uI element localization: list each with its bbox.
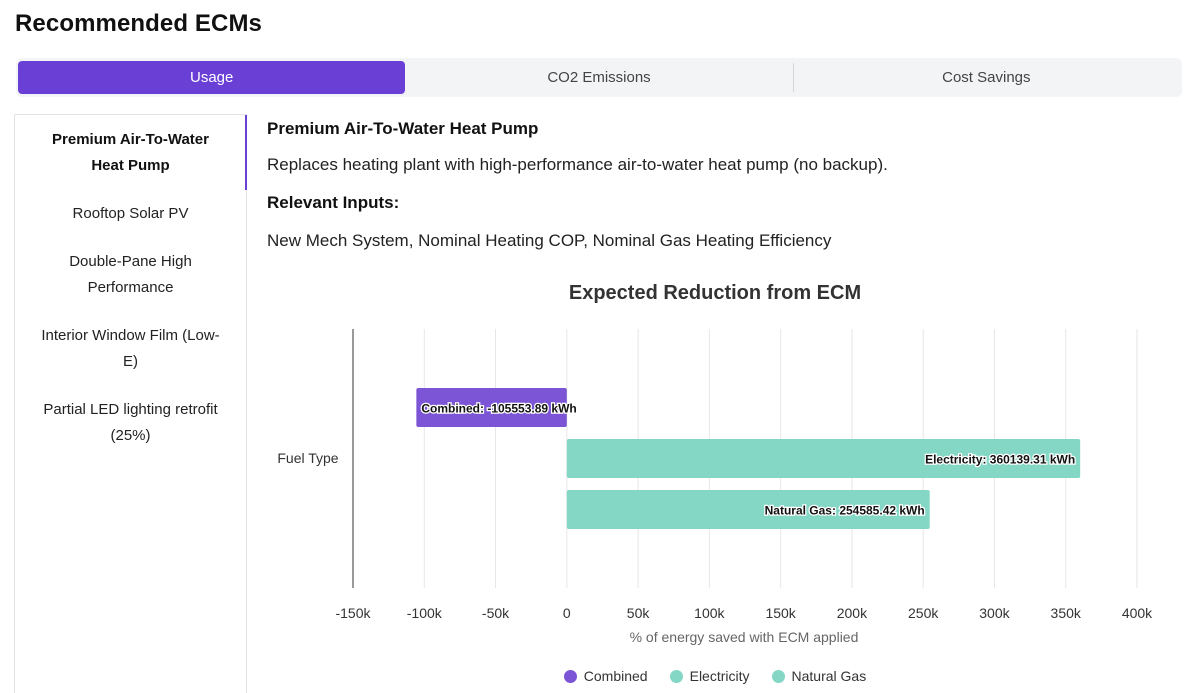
x-tick-label: -50k: [482, 605, 510, 621]
sidebar-item-window-film[interactable]: Interior Window Film (Low-E): [41, 327, 220, 370]
reduction-chart: Expected Reduction from ECM -150k -100k -5…: [262, 278, 1182, 693]
sidebar-item-solar-pv[interactable]: Rooftop Solar PV: [72, 205, 189, 222]
x-tick-label: 200k: [837, 605, 868, 621]
legend-dot-combined: [563, 669, 577, 683]
ecm-title: Premium Air-To-Water Heat Pump: [267, 119, 539, 138]
bar-combined: [416, 388, 567, 427]
ecm-description: Replaces heating plant with high-perform…: [267, 155, 888, 174]
chart-legend: Combined Electricity Natural Gas: [262, 668, 1168, 684]
sidebar-item-heat-pump[interactable]: Premium Air-To-Water Heat Pump: [15, 115, 247, 190]
legend-label-combined: Combined: [583, 668, 648, 684]
chart-title: Expected Reduction from ECM: [568, 282, 862, 304]
x-tick-label: 150k: [765, 605, 796, 621]
sidebar-item-led-retrofit[interactable]: Partial LED lighting retrofit (25%): [43, 401, 218, 444]
legend-dot-natural-gas: [771, 669, 785, 683]
legend-label-electricity: Electricity: [689, 668, 750, 684]
tab-co2-emissions[interactable]: CO2 Emissions: [547, 69, 651, 86]
x-tick-label: 100k: [694, 605, 725, 621]
page-title: Recommended ECMs: [15, 10, 262, 37]
relevant-inputs-heading: Relevant Inputs:: [267, 193, 400, 212]
ecm-detail: Premium Air-To-Water Heat Pump Replaces …: [267, 114, 1177, 251]
sidebar-item-double-pane[interactable]: Double-Pane High Performance: [69, 253, 192, 296]
x-tick-label: 50k: [627, 605, 651, 621]
x-tick-label: 400k: [1122, 605, 1153, 621]
chart-svg: -150k -100k -50k 0 50k 100k 150k 200k 250k 300k 35…: [277, 329, 1153, 645]
relevant-inputs-list: New Mech System, Nominal Heating COP, No…: [267, 231, 832, 250]
y-category-label: Fuel Type: [277, 450, 338, 466]
tab-cost-savings[interactable]: Cost Savings: [792, 61, 1180, 94]
bar-data-label: Combined: -105553.89 kWh: [421, 402, 576, 416]
x-tick-label: -100k: [407, 605, 443, 621]
legend-item-electricity[interactable]: Electricity: [669, 668, 750, 684]
bar-data-label: Natural Gas: 254585.42 kWh: [765, 504, 925, 518]
legend-label-natural-gas: Natural Gas: [791, 668, 867, 684]
x-tick-label: 0: [563, 605, 571, 621]
x-tick-label: 350k: [1051, 605, 1082, 621]
bar-data-label: Electricity: 360139.31 kWh: [925, 453, 1075, 467]
bar-natural-gas: [566, 490, 930, 529]
legend-item-combined[interactable]: Combined: [563, 668, 648, 684]
x-tick-label: -150k: [335, 605, 371, 621]
bar-electricity: [566, 439, 1081, 478]
legend-item-natural-gas[interactable]: Natural Gas: [771, 668, 867, 684]
tab-usage[interactable]: Usage: [18, 61, 406, 94]
x-tick-label: 250k: [908, 605, 939, 621]
x-axis-label: % of energy saved with ECM applied: [630, 629, 859, 645]
x-tick-label: 300k: [979, 605, 1010, 621]
legend-dot-electricity: [669, 669, 683, 683]
ecm-sidebar: Premium Air-To-Water Heat Pump Rooftop S…: [14, 114, 247, 693]
tab-bar: Usage CO2 Emissions Cost Savings: [16, 58, 1182, 97]
